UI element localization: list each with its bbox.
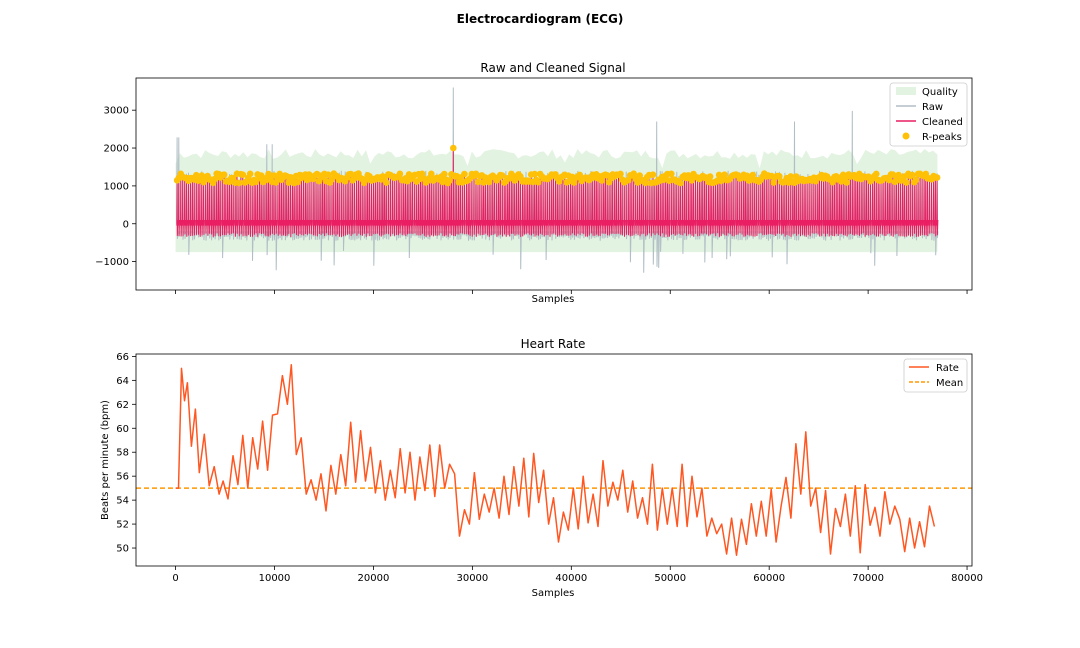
legend-raw-label: Raw bbox=[922, 102, 943, 113]
heart-rate-legend: Rate Mean bbox=[903, 358, 968, 393]
r-peak-marker bbox=[235, 179, 243, 187]
heart-rate-x-tick-label: 20000 bbox=[358, 573, 390, 584]
r-peak-marker bbox=[531, 170, 538, 178]
r-peak-marker bbox=[461, 170, 468, 178]
raw-cleaned-y-tick-label: 0 bbox=[123, 219, 129, 230]
r-peak-marker bbox=[193, 171, 200, 179]
r-peak-marker bbox=[285, 179, 292, 186]
heart-rate-x-tick-label: 10000 bbox=[259, 573, 291, 584]
heart-rate-x-tick-label: 80000 bbox=[951, 573, 983, 584]
r-peak-marker bbox=[749, 171, 757, 179]
heart-rate-x-tick-label: 60000 bbox=[753, 573, 785, 584]
heart-rate-line bbox=[175, 364, 936, 556]
heart-rate-path bbox=[175, 364, 936, 556]
heart-rate-x-tick-label: 0 bbox=[172, 573, 178, 584]
raw-cleaned-panel: Raw and Cleaned Signal −1000 0 1000 2000 300… bbox=[95, 61, 973, 305]
r-peaks-markers bbox=[173, 144, 941, 187]
heart-rate-y-ticks: 50 52 54 56 58 60 62 64 66 bbox=[116, 352, 136, 555]
heart-rate-panel: Heart Rate 50 52 54 56 58 60 62 64 66 0 10000 2000… bbox=[100, 337, 983, 599]
r-peak-marker bbox=[895, 171, 902, 179]
r-peak-marker bbox=[485, 178, 493, 186]
heart-rate-xlabel: Samples bbox=[532, 588, 575, 599]
heart-rate-y-tick-label: 54 bbox=[116, 496, 129, 507]
r-peak-marker bbox=[598, 177, 606, 184]
r-peak-marker bbox=[246, 170, 254, 178]
heart-rate-ylabel: Beats per minute (bpm) bbox=[100, 400, 111, 520]
legend-quality-label: Quality bbox=[922, 87, 958, 98]
heart-rate-x-tick-label: 30000 bbox=[456, 573, 488, 584]
r-peak-marker bbox=[829, 178, 836, 186]
r-peak-marker bbox=[383, 179, 390, 186]
heart-rate-y-tick-label: 58 bbox=[116, 448, 129, 459]
legend-mean-label: Mean bbox=[936, 378, 963, 389]
heart-rate-y-tick-label: 52 bbox=[116, 520, 129, 531]
r-peak-marker bbox=[721, 171, 728, 178]
r-peak-marker bbox=[873, 170, 880, 178]
cleaned-signal-line bbox=[176, 147, 939, 238]
r-peak-marker bbox=[706, 173, 714, 180]
raw-cleaned-y-tick-label: 2000 bbox=[104, 144, 129, 155]
heart-rate-y-tick-label: 60 bbox=[116, 424, 129, 435]
r-peak-marker bbox=[474, 178, 482, 186]
heart-rate-x-tick-label: 40000 bbox=[555, 573, 587, 584]
r-peak-marker bbox=[396, 170, 404, 178]
heart-rate-y-tick-label: 64 bbox=[116, 376, 129, 387]
r-peak-marker bbox=[770, 179, 777, 186]
r-peak-marker bbox=[642, 179, 649, 187]
r-peak-marker bbox=[441, 170, 448, 178]
heart-rate-x-tick-label: 70000 bbox=[852, 573, 884, 584]
legend-rpeaks-swatch bbox=[902, 132, 910, 140]
heart-rate-x-ticks: 0 10000 20000 30000 40000 50000 60000 70000 8000… bbox=[172, 566, 983, 584]
raw-cleaned-y-tick-label: −1000 bbox=[95, 257, 129, 268]
r-peak-marker bbox=[677, 179, 684, 187]
raw-cleaned-frame bbox=[135, 77, 973, 291]
legend-rate-label: Rate bbox=[936, 363, 959, 374]
heart-rate-x-tick-label: 50000 bbox=[654, 573, 686, 584]
r-peak-marker bbox=[617, 170, 624, 178]
raw-cleaned-y-tick-label: 3000 bbox=[104, 106, 129, 117]
cleaned-signal-path bbox=[176, 147, 939, 238]
r-peak-marker bbox=[903, 179, 910, 186]
heart-rate-y-tick-label: 56 bbox=[116, 472, 129, 483]
legend-quality-swatch bbox=[896, 87, 916, 95]
raw-cleaned-xlabel: Samples bbox=[532, 294, 575, 305]
raw-cleaned-title: Raw and Cleaned Signal bbox=[480, 61, 625, 75]
r-peak-marker bbox=[630, 170, 637, 177]
r-peak-marker bbox=[517, 173, 524, 180]
r-peak-marker bbox=[324, 171, 332, 178]
figure-title: Electrocardiogram (ECG) bbox=[457, 12, 624, 26]
heart-rate-frame bbox=[135, 353, 973, 567]
legend-rpeaks-label: R-peaks bbox=[922, 132, 962, 143]
r-peak-marker bbox=[428, 170, 435, 178]
r-peak-marker bbox=[220, 171, 228, 178]
legend-cleaned-label: Cleaned bbox=[922, 117, 963, 128]
heart-rate-y-tick-label: 50 bbox=[116, 544, 129, 555]
r-peak-marker bbox=[909, 171, 916, 179]
r-peak-marker bbox=[450, 144, 457, 152]
r-peak-marker bbox=[886, 176, 893, 184]
raw-cleaned-x-ticks bbox=[175, 290, 968, 294]
heart-rate-y-tick-label: 66 bbox=[116, 352, 129, 363]
r-peak-marker bbox=[446, 177, 454, 184]
r-peak-marker bbox=[649, 171, 657, 178]
raw-cleaned-y-ticks: −1000 0 1000 2000 3000 bbox=[95, 106, 136, 268]
raw-cleaned-legend-box bbox=[889, 82, 968, 147]
r-peak-marker bbox=[843, 179, 851, 186]
r-peak-marker bbox=[891, 178, 899, 186]
heart-rate-y-tick-label: 62 bbox=[116, 400, 129, 411]
r-peak-marker bbox=[912, 176, 920, 184]
r-peak-marker bbox=[776, 172, 783, 180]
r-peak-marker bbox=[636, 172, 643, 179]
raw-cleaned-y-tick-label: 1000 bbox=[104, 181, 129, 192]
raw-cleaned-legend: Quality Raw Cleaned R-peaks bbox=[889, 82, 968, 147]
r-peak-marker bbox=[668, 170, 675, 178]
r-peak-marker bbox=[499, 172, 506, 179]
r-peak-marker bbox=[211, 175, 219, 183]
heart-rate-title: Heart Rate bbox=[521, 337, 586, 351]
r-peak-marker bbox=[535, 178, 542, 186]
r-peak-marker bbox=[239, 171, 247, 178]
r-peak-marker bbox=[933, 174, 941, 181]
r-peak-marker bbox=[787, 173, 795, 180]
